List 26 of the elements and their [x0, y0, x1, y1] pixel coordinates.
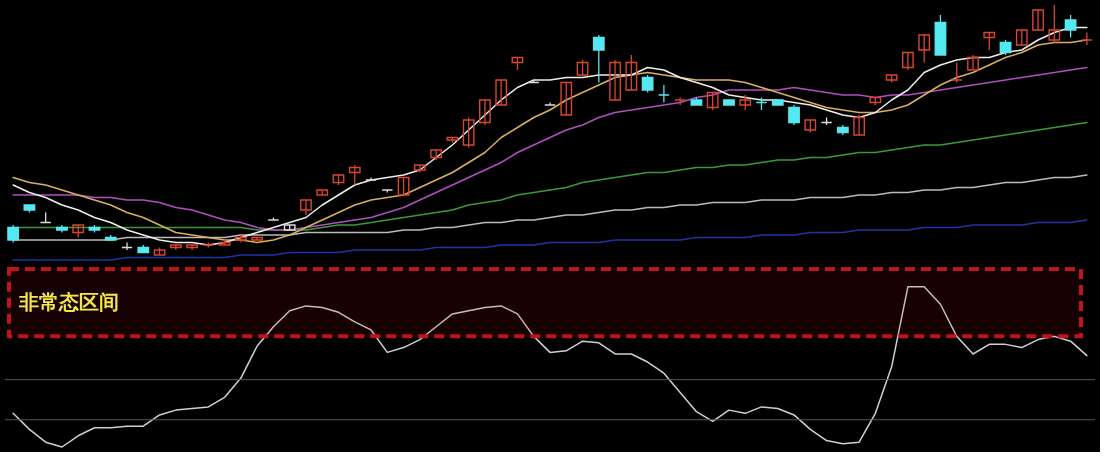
candlestick [592, 34, 605, 84]
candlestick [1048, 4, 1061, 44]
candlestick [625, 54, 638, 91]
candlestick [300, 199, 312, 216]
candlestick [918, 34, 931, 64]
candlestick [121, 241, 133, 251]
candlestick [234, 234, 247, 244]
candlestick [413, 164, 426, 174]
candlestick [462, 116, 475, 149]
candlestick [560, 81, 573, 116]
candlestick [1064, 14, 1077, 39]
candlestick [967, 54, 979, 71]
candlestick [430, 149, 443, 161]
candlestick [495, 79, 508, 106]
candlestick [853, 114, 866, 136]
candlestick [1032, 9, 1044, 31]
candlestick [788, 104, 800, 126]
candlestick [902, 51, 914, 71]
candlestick [950, 61, 963, 84]
candlestick [479, 99, 491, 126]
candlestick [609, 59, 621, 101]
candlestick [674, 96, 687, 106]
candlestick [1080, 31, 1093, 46]
band-label: 非常态区间 [18, 289, 119, 314]
candlestick [657, 84, 670, 104]
candlestick [348, 164, 361, 186]
